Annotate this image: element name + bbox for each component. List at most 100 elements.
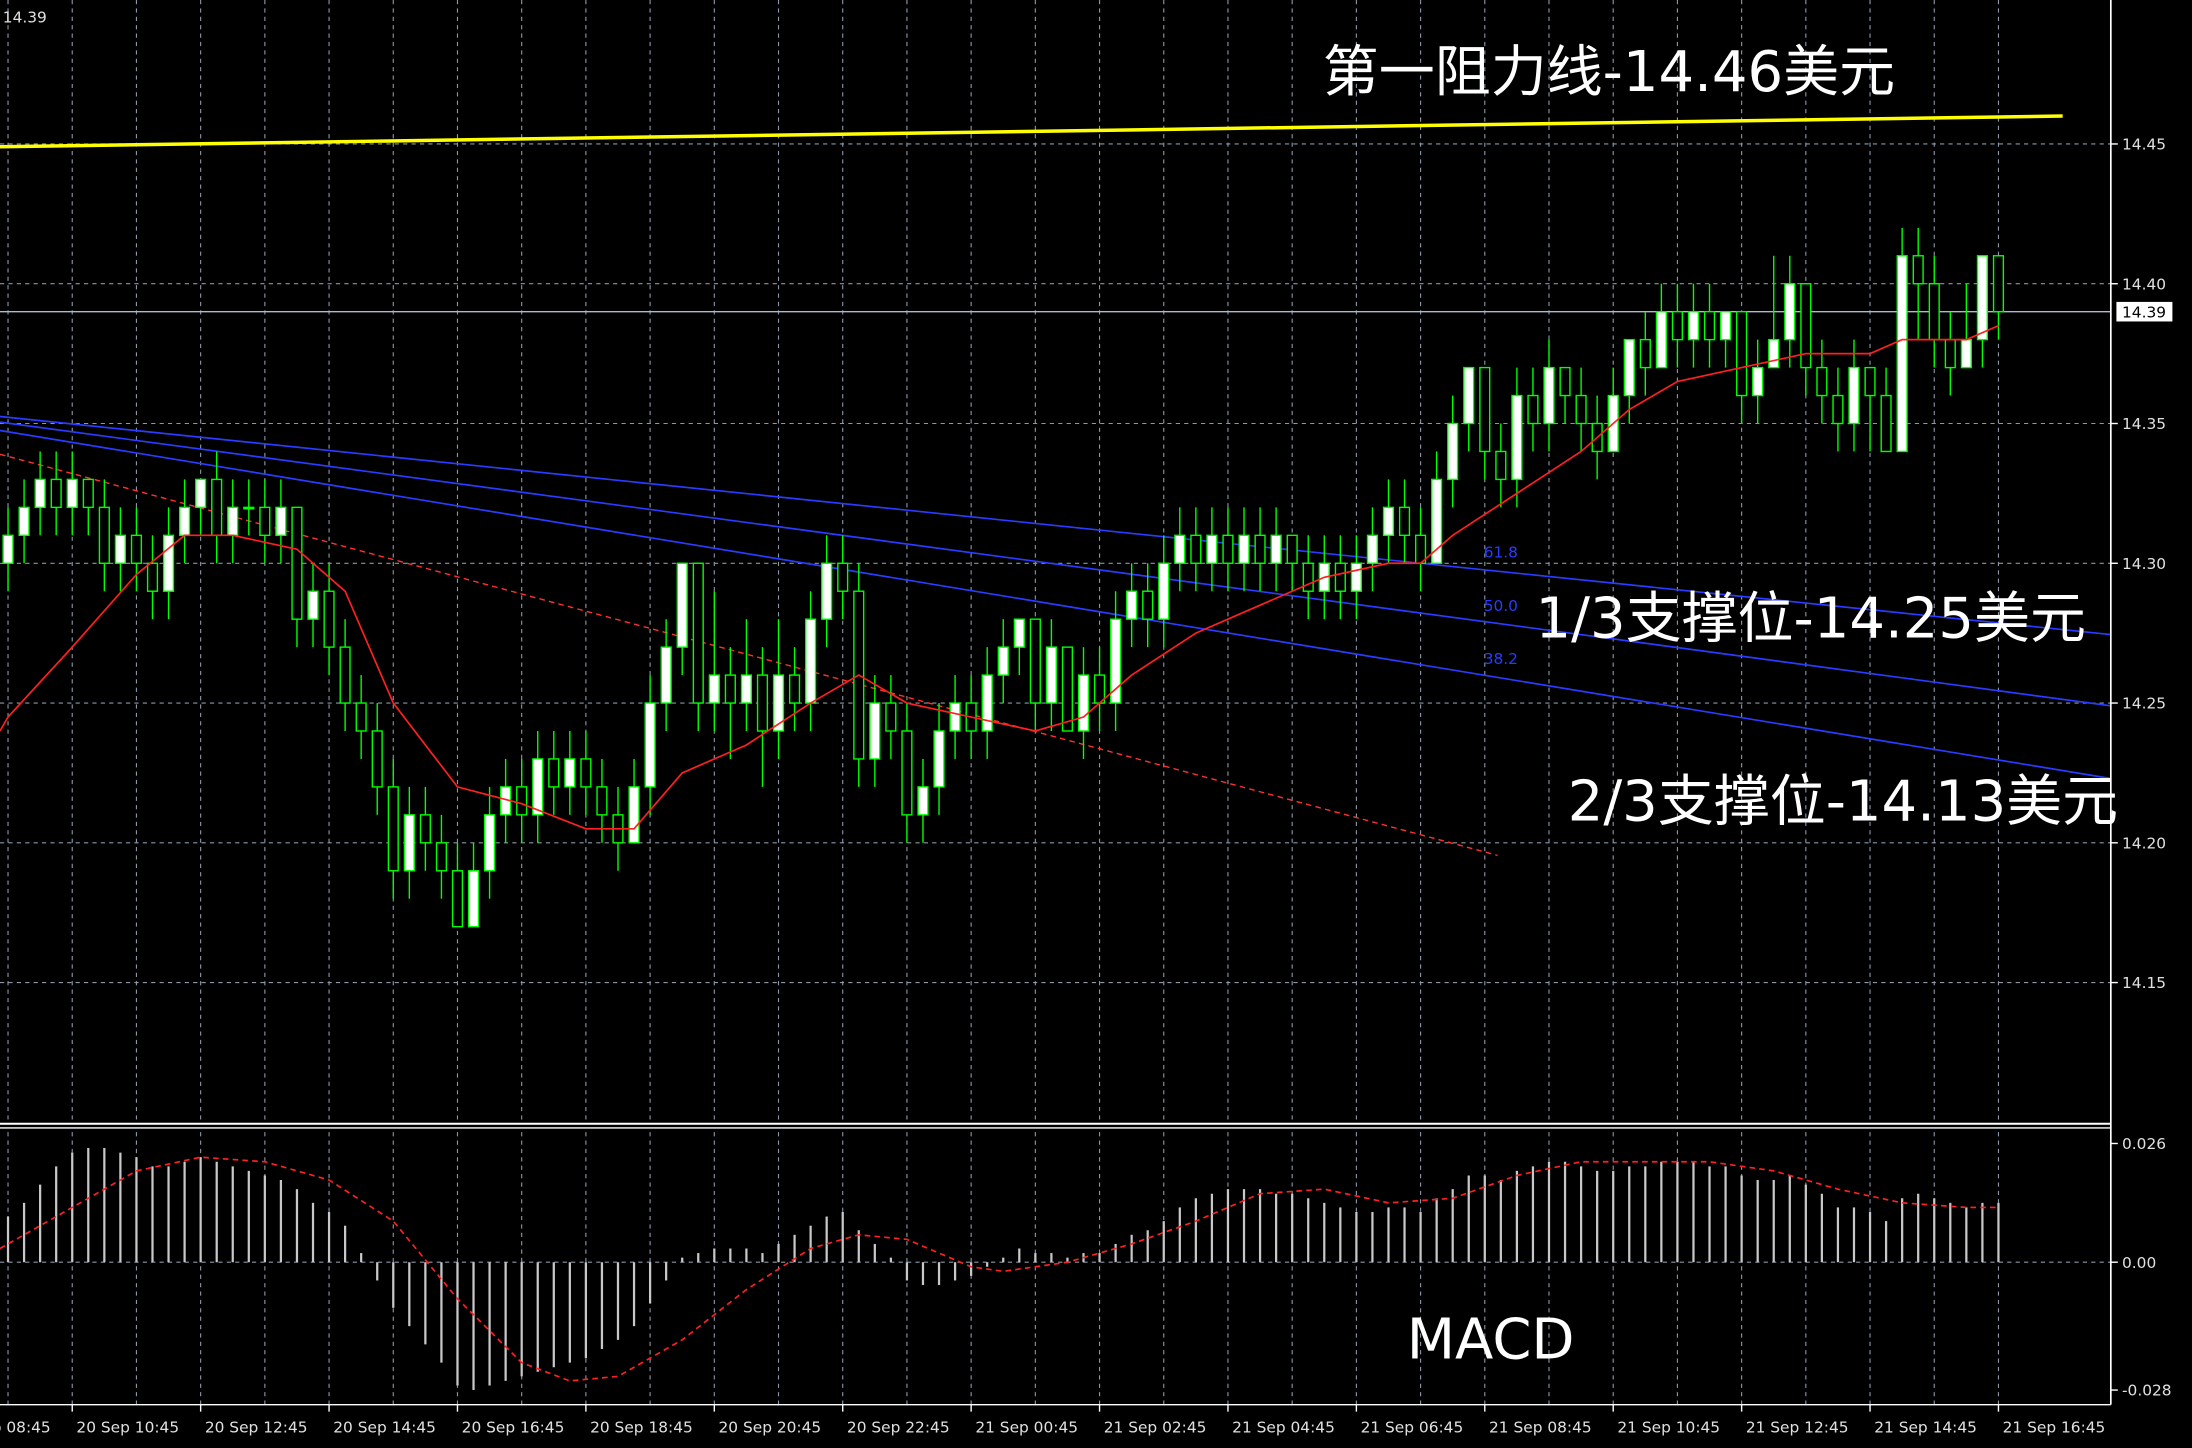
- candle-body: [259, 506, 271, 537]
- candle-body: [467, 870, 480, 928]
- candle-body: [1719, 310, 1732, 341]
- candle-body: [564, 758, 576, 788]
- candle-body: [805, 618, 817, 704]
- candle-body: [644, 702, 656, 788]
- candle-body: [1639, 338, 1651, 369]
- candle-body: [1254, 534, 1266, 564]
- candle-body: [1061, 646, 1074, 732]
- candle-body: [34, 478, 46, 509]
- candle-body: [1302, 562, 1314, 592]
- fib-level-label: 50.0: [1484, 597, 1518, 615]
- candle-body: [901, 730, 913, 816]
- candle-body: [1736, 310, 1748, 397]
- candle-body: [1093, 674, 1106, 704]
- candle-body: [1976, 255, 1988, 341]
- candle-body: [837, 562, 849, 592]
- candle-body: [1110, 618, 1122, 704]
- candle-body: [1703, 310, 1716, 341]
- candle-body: [1896, 255, 1908, 453]
- candle-body: [756, 674, 769, 732]
- y-tick-label: 14.15: [2122, 974, 2166, 992]
- candle-body: [323, 590, 335, 648]
- current-price-label: 14.39: [3, 8, 47, 26]
- candle-body: [82, 478, 94, 509]
- candle-body: [2, 534, 14, 564]
- current-price-tag: [2116, 301, 2173, 322]
- candle-body: [1928, 283, 1940, 341]
- candle-body: [1575, 394, 1587, 425]
- candle-body: [1398, 506, 1411, 537]
- x-tick-label: 20 Sep 18:45: [590, 1419, 693, 1437]
- candle-body: [403, 814, 415, 872]
- candle-body: [1270, 534, 1282, 564]
- candle-body: [130, 534, 143, 564]
- y-tick-label: 14.25: [2122, 695, 2166, 713]
- candle-body: [387, 786, 399, 872]
- candle-body: [211, 478, 223, 537]
- candle-body: [1238, 534, 1250, 564]
- candle-body: [1190, 534, 1202, 564]
- candle-body: [580, 758, 592, 788]
- candle-body: [772, 674, 785, 732]
- moving-average: [0, 324, 1999, 830]
- candle-body: [1158, 562, 1170, 620]
- candle-body: [1687, 310, 1700, 341]
- x-tick-label: 21 Sep 00:45: [975, 1419, 1078, 1437]
- candle-body: [307, 590, 319, 620]
- x-tick-label: 21 Sep 08:45: [1489, 1419, 1592, 1437]
- candle-body: [50, 478, 62, 509]
- candle-body: [981, 674, 993, 732]
- x-tick-label: 21 Sep 10:45: [1617, 1419, 1720, 1437]
- x-tick-label: 20 Sep 22:45: [847, 1419, 950, 1437]
- candle-body: [997, 646, 1009, 676]
- y-tick-label: 14.20: [2122, 834, 2166, 852]
- x-tick-label: 20 Sep 12:45: [205, 1419, 308, 1437]
- x-tick-label: 21 Sep 02:45: [1104, 1419, 1207, 1437]
- candle-body: [692, 562, 704, 704]
- candle-body: [1671, 310, 1684, 341]
- y-tick-label: 14.45: [2122, 136, 2166, 154]
- x-tick-label: 21 Sep 04:45: [1232, 1419, 1335, 1437]
- x-tick-label: 21 Sep 14:45: [1874, 1419, 1977, 1437]
- candle-body: [66, 478, 78, 509]
- candle-body: [1431, 478, 1443, 564]
- candle-body: [275, 506, 287, 537]
- macd-pane: [0, 1129, 2111, 1405]
- y-tick-label: 14.30: [2122, 555, 2166, 573]
- candle-body: [740, 674, 753, 704]
- candle-body: [1463, 366, 1475, 425]
- candle-body: [869, 702, 881, 760]
- candle-body: [821, 562, 833, 620]
- candle-body: [227, 506, 239, 537]
- candle-body: [1912, 255, 1924, 285]
- value-axis: 14.15 14.20 14.25 14.30 14.35 14.40 14.45 14.39…: [2110, 136, 2173, 1400]
- candle-body: [1222, 534, 1234, 564]
- candle-body: [419, 814, 431, 844]
- candle-body: [1495, 450, 1507, 481]
- candle-body: [596, 786, 608, 816]
- candle-body: [708, 674, 720, 704]
- candle-body: [548, 758, 560, 788]
- candle-body: [483, 814, 496, 872]
- candle-body: [1126, 590, 1138, 620]
- candle-body: [1880, 394, 1892, 453]
- candle-body: [949, 702, 961, 732]
- candle-body: [1848, 366, 1860, 425]
- candle-body: [1543, 366, 1555, 425]
- x-tick-label: 20 Sep 14:45: [333, 1419, 436, 1437]
- macd-title: MACD: [1407, 1308, 1575, 1373]
- candle-body: [676, 562, 688, 648]
- fib-line: [0, 415, 2111, 636]
- x-tick-label: 21 Sep 16:45: [2003, 1419, 2106, 1437]
- candle-body: [1559, 366, 1571, 397]
- candle-body: [162, 534, 175, 592]
- resistance-line: [0, 114, 2063, 149]
- candle-body: [1286, 534, 1298, 564]
- candle-body: [1816, 366, 1828, 397]
- candle-body: [243, 506, 255, 510]
- candle-body: [1864, 366, 1876, 397]
- candle-body: [1350, 562, 1362, 592]
- candle-body: [18, 506, 30, 537]
- candle-body: [628, 786, 640, 844]
- x-tick-label: 20 Sep 20:45: [719, 1419, 822, 1437]
